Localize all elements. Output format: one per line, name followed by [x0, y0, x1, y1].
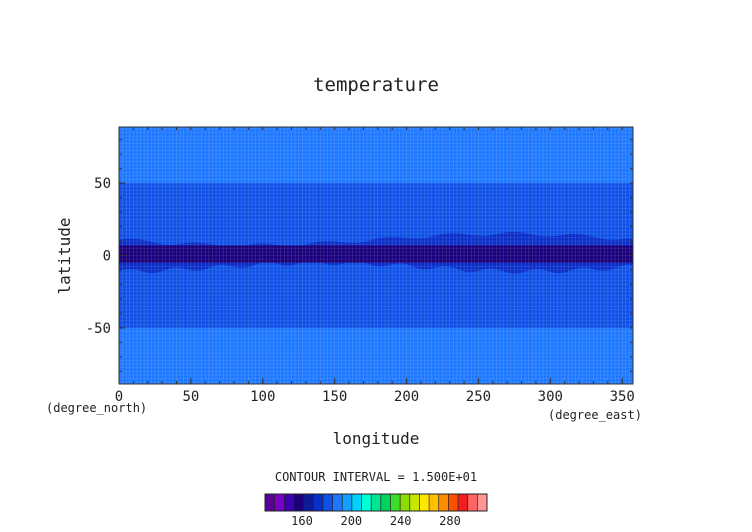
colorbar-swatch: [351, 494, 362, 511]
y-axis-unit: (degree_north): [46, 401, 147, 415]
colorbar-tick-label: 160: [291, 514, 313, 528]
x-tick-label: 300: [538, 389, 563, 405]
colorbar-swatch: [448, 494, 459, 511]
colorbar-swatch: [419, 494, 430, 511]
x-tick-label: 200: [394, 389, 419, 405]
colorbar-frame: [264, 493, 488, 512]
colorbar-tick-label: 200: [340, 514, 362, 528]
colorbar-swatch: [313, 494, 324, 511]
colorbar-tick-label: 240: [390, 514, 412, 528]
x-tick-label: 100: [250, 389, 275, 405]
y-tick-label: 50: [94, 176, 111, 192]
colorbar-swatch: [303, 494, 314, 511]
colorbar-swatch: [342, 494, 353, 511]
x-tick-label: 50: [182, 389, 199, 405]
colorbar-swatch: [429, 494, 440, 511]
colorbar-swatch: [361, 494, 372, 511]
band-equatorial-core: [119, 245, 633, 263]
x-axis: 0 50 100 150 200 250 300 350: [115, 127, 635, 405]
colorbar-swatch: [380, 494, 391, 511]
x-tick-label: 0: [115, 389, 123, 405]
plot-area: [118, 126, 634, 385]
y-tick-label: 0: [103, 249, 111, 265]
x-axis-unit: (degree_east): [548, 408, 642, 422]
colorbar-swatch: [284, 494, 295, 511]
y-tick-label: -50: [86, 321, 111, 337]
colorbar-swatch: [322, 494, 333, 511]
y-axis-label: latitude: [55, 217, 74, 294]
contour-interval-label: CONTOUR INTERVAL = 1.500E+01: [275, 470, 477, 484]
colorbar-swatch: [293, 494, 304, 511]
colorbar-swatch: [438, 494, 449, 511]
colorbar-swatch: [477, 494, 488, 511]
x-tick-label: 250: [466, 389, 491, 405]
colorbar-swatch: [332, 494, 343, 511]
colorbar-swatch: [467, 494, 478, 511]
colorbar-swatch: [400, 494, 411, 511]
chart-title: temperature: [313, 74, 439, 96]
colorbar-swatch: [409, 494, 420, 511]
y-axis: -50 0 50: [86, 139, 633, 372]
colorbar: 160 200 240 280: [264, 493, 488, 528]
colorbar-swatch: [458, 494, 468, 511]
colorbar-swatch: [390, 494, 401, 511]
x-tick-label: 150: [322, 389, 347, 405]
colorbar-swatch: [371, 494, 382, 511]
colorbar-tick-label: 280: [439, 514, 461, 528]
x-tick-label: 350: [610, 389, 635, 405]
colorbar-swatch: [274, 494, 285, 511]
colorbar-swatch: [265, 494, 275, 511]
x-axis-label: longitude: [333, 429, 420, 448]
